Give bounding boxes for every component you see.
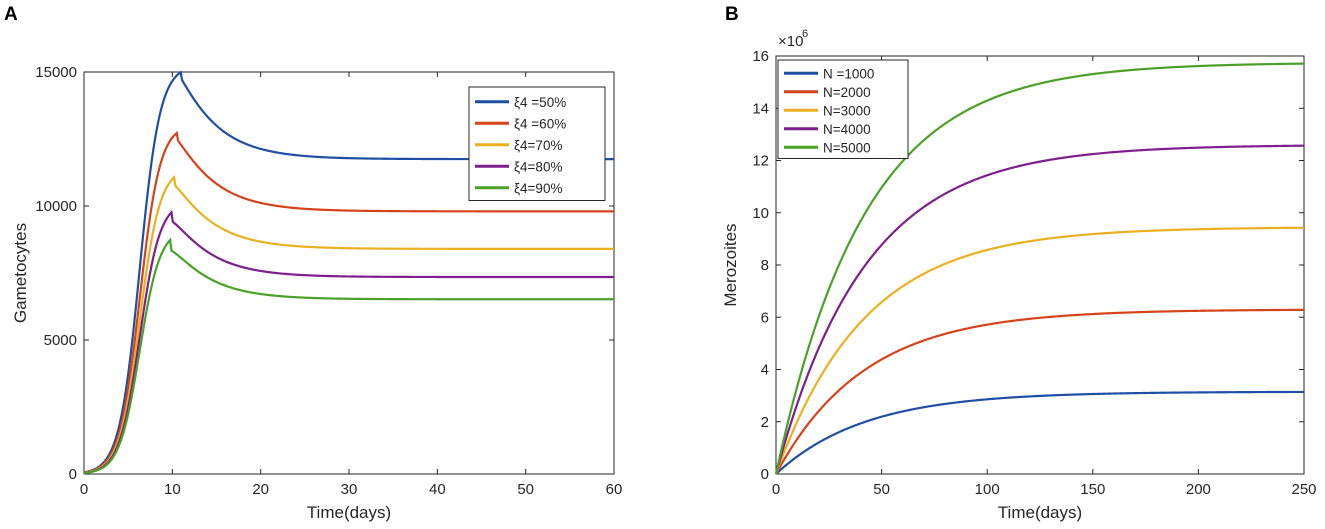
chart-b-series-line bbox=[774, 62, 1305, 475]
chart-a-legend-label: ξ4=90% bbox=[514, 181, 562, 196]
chart-b-y-exponent: ×10 bbox=[778, 33, 803, 50]
chart-b-legend-label: N=3000 bbox=[823, 103, 871, 118]
chart-a-x-tick-label: 50 bbox=[517, 481, 534, 498]
chart-a-y-tick-label: 5000 bbox=[44, 332, 77, 349]
chart-a-series-line bbox=[83, 174, 614, 474]
chart-a-y-tick-label: 0 bbox=[69, 466, 77, 483]
chart-b-y-tick-label: 8 bbox=[761, 257, 769, 274]
chart-b-series-line bbox=[774, 144, 1305, 475]
chart-b-series-line bbox=[775, 390, 1304, 475]
chart-b-legend-label: N=5000 bbox=[823, 140, 871, 155]
chart-b-legend-label: N=2000 bbox=[823, 85, 871, 100]
chart-a-legend bbox=[468, 86, 606, 201]
chart-b-x-tick-label: 100 bbox=[975, 481, 1000, 498]
chart-b-y-tick-label: 6 bbox=[761, 309, 769, 326]
chart-b-y-tick-label: 0 bbox=[761, 466, 769, 483]
chart-a-x-tick-label: 60 bbox=[606, 481, 623, 498]
chart-b-x-axis-label: Time(days) bbox=[998, 503, 1082, 522]
chart-a-x-tick-label: 10 bbox=[164, 481, 181, 498]
chart-a-x-tick-label: 0 bbox=[80, 481, 88, 498]
chart-b-y-tick-label: 14 bbox=[752, 100, 769, 117]
chart-b-x-tick-label: 150 bbox=[1080, 481, 1105, 498]
chart-b-y-tick-label: 2 bbox=[761, 414, 769, 431]
chart-a-y-tick-label: 10000 bbox=[35, 198, 77, 215]
chart-b-y-tick-label: 16 bbox=[752, 48, 769, 65]
panel-label-b: B bbox=[725, 4, 739, 25]
chart-a-series-line bbox=[83, 237, 614, 475]
chart-b-x-tick-label: 250 bbox=[1291, 481, 1316, 498]
chart-b-legend-label: N =1000 bbox=[823, 66, 874, 81]
chart-b-x-tick-label: 50 bbox=[873, 481, 890, 498]
chart-b-y-tick-label: 4 bbox=[761, 362, 769, 379]
chart-a-y-axis-label: Gametocytes bbox=[11, 223, 30, 323]
chart-b-y-exponent-power: 6 bbox=[802, 28, 808, 40]
chart-b-legend-label: N=4000 bbox=[823, 122, 871, 137]
chart-a-legend-label: ξ4=80% bbox=[514, 159, 562, 174]
chart-a-legend-label: ξ4 =60% bbox=[514, 116, 566, 131]
chart-a-series-line bbox=[83, 209, 614, 474]
chart-b-series-line bbox=[774, 226, 1305, 475]
chart-a-x-tick-label: 30 bbox=[341, 481, 358, 498]
chart-b-x-tick-label: 0 bbox=[772, 481, 780, 498]
chart-a-legend-label: ξ4=70% bbox=[514, 138, 562, 153]
chart-b-x-tick-label: 200 bbox=[1186, 481, 1211, 498]
chart-a-legend-label: ξ4 =50% bbox=[514, 95, 566, 110]
chart-b-series-line bbox=[775, 308, 1305, 475]
chart-b: 0 50 100 150 200 250 0 2 4 6 8 10 12 14 16 Time(days) Me… bbox=[721, 28, 1317, 522]
chart-b-y-axis-label: Merozoites bbox=[721, 223, 740, 306]
chart-a: 0 10 20 30 40 50 60 0 5000 10000 15000 Time(days) Ga… bbox=[11, 64, 622, 522]
chart-b-y-tick-label: 12 bbox=[752, 153, 769, 170]
chart-b-y-tick-label: 10 bbox=[752, 205, 769, 222]
chart-a-y-tick-label: 15000 bbox=[35, 64, 77, 81]
chart-a-x-tick-label: 20 bbox=[252, 481, 269, 498]
chart-a-x-axis-label: Time(days) bbox=[307, 503, 391, 522]
panel-label-a: A bbox=[4, 4, 18, 25]
chart-a-x-tick-label: 40 bbox=[429, 481, 446, 498]
chart-a-series-line bbox=[83, 130, 614, 474]
